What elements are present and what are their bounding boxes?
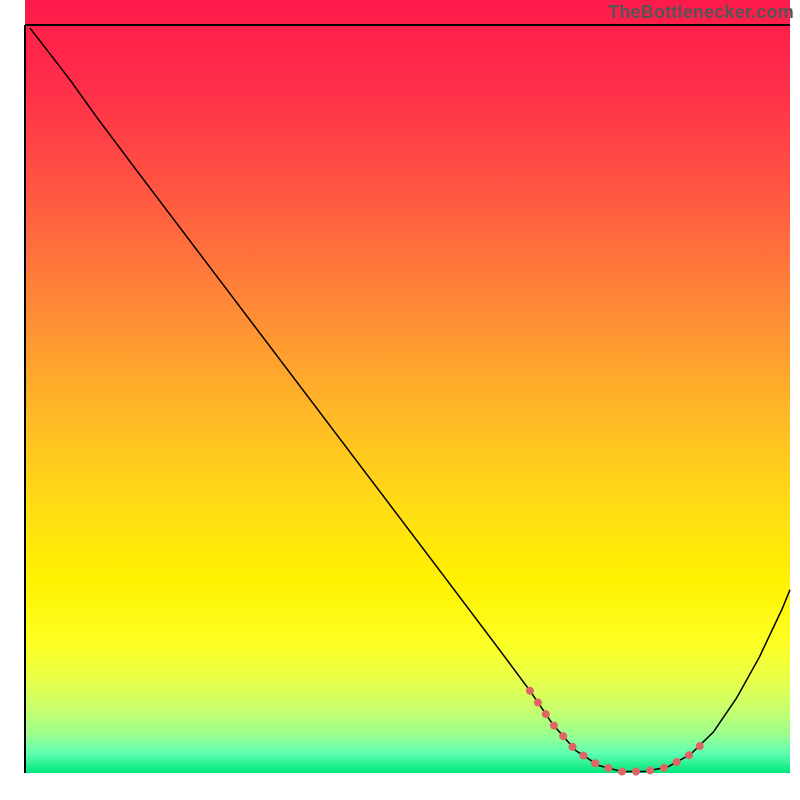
attribution-label: TheBottlenecker.com [608,2,794,23]
chart-background [25,0,790,773]
bottleneck-chart [0,0,800,800]
chart-container: TheBottlenecker.com [0,0,800,800]
